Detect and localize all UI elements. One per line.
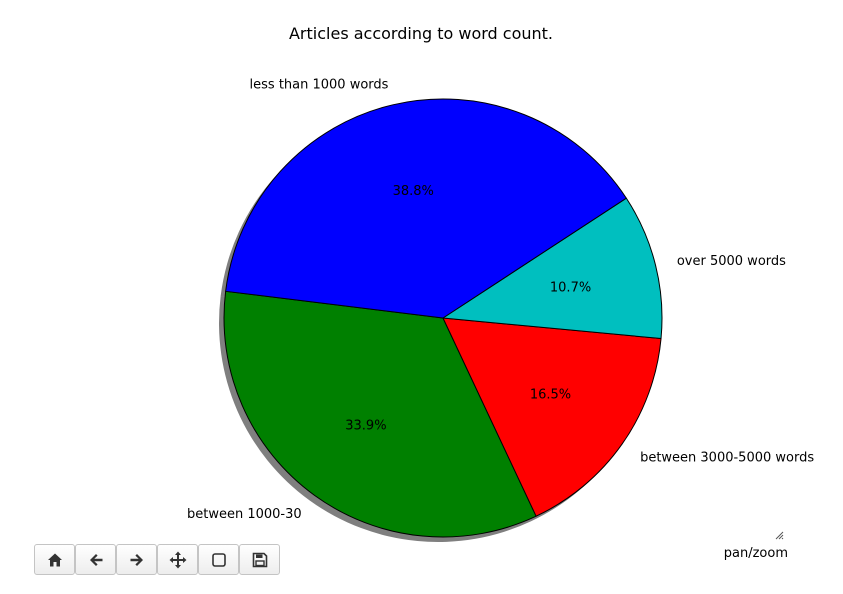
pie-labels: 33.9% between 1000-30 16.5% between 3000-50… [187,77,814,522]
pie-slice [225,98,627,319]
pie-percent-label: 38.8% [393,184,434,199]
pie-category-label: between 3000-5000 words [640,451,814,466]
pie-category-label: over 5000 words [677,254,786,269]
navigation-toolbar [34,544,280,576]
resize-grip[interactable] [775,531,784,540]
save-icon [252,552,267,567]
chart-title: Articles according to word count. [289,24,553,43]
pie-percent-label: 33.9% [345,418,386,433]
arrow-right-icon [130,553,143,566]
pie-category-label: between 1000-30 [187,507,302,522]
zoom-rect-icon [211,552,226,567]
pie-slice [442,197,663,340]
pan-button[interactable] [157,544,198,575]
pie-slice [442,317,662,517]
save-button[interactable] [239,544,280,575]
back-button[interactable] [75,544,116,575]
zoom-button[interactable] [198,544,239,575]
pie-slice [223,290,537,538]
forward-button[interactable] [116,544,157,575]
pie-percent-label: 16.5% [530,388,571,403]
arrow-left-icon [89,553,102,566]
pie-percent-label: 10.7% [550,280,591,295]
pie-category-label: less than 1000 words [250,77,389,92]
home-button[interactable] [34,544,75,575]
status-mode-text: pan/zoom [723,546,788,561]
move-icon [169,551,186,568]
home-icon [47,553,62,566]
pie-slices [223,98,663,538]
